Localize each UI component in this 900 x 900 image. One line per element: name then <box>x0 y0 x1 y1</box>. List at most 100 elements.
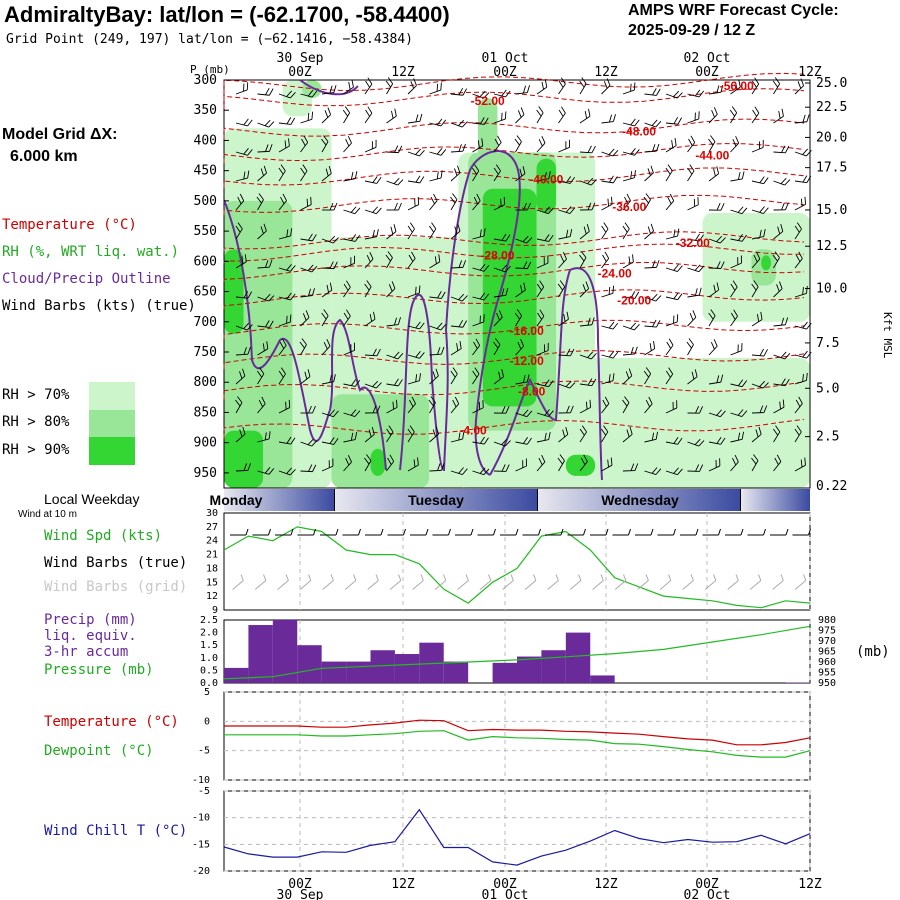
wind-barb-flag <box>282 193 287 201</box>
wind-barb-flag <box>677 468 683 476</box>
pressure-tick-label: 300 <box>194 73 217 88</box>
wind-barb <box>429 193 438 211</box>
wind-barb-shaft <box>558 286 566 298</box>
wind-barb-flag <box>307 369 311 377</box>
wind-barb-shaft <box>579 151 593 154</box>
wind-barb-flag <box>694 112 696 121</box>
wind-barb-flag <box>304 371 308 380</box>
wind-barb-flag <box>603 222 609 230</box>
wind-barb-flag <box>754 77 760 85</box>
wind-barb-flag <box>634 291 640 299</box>
surface-wind-barb-grid <box>772 574 784 590</box>
wind-barb-flag <box>364 457 370 465</box>
wind-barb-flag <box>354 342 356 351</box>
wind-barb-flag <box>626 193 631 201</box>
wind-barb <box>343 409 361 417</box>
wind-barb-shaft <box>343 315 351 327</box>
wind-barb-flag <box>630 148 636 155</box>
wind-barb <box>579 317 595 327</box>
wind-barb-flag <box>516 309 523 316</box>
wind-barb-flag <box>472 167 478 175</box>
wind-barb-flag <box>501 112 503 121</box>
wind-barb-flag <box>285 401 287 410</box>
wind-barb-flag <box>350 379 357 386</box>
wind-barb-flag <box>247 463 252 471</box>
wind-barb-flag <box>310 196 312 205</box>
wind-barb-flag <box>366 454 372 461</box>
wind-barb-flag <box>652 88 657 96</box>
wind-barb <box>665 400 678 414</box>
wind-barb-flag <box>580 457 586 465</box>
surface-wind-barb-grid <box>367 574 379 590</box>
wind-barb-shaft <box>536 412 549 417</box>
wind-barb-shaft <box>407 180 420 184</box>
wind-barb-flag <box>565 229 569 238</box>
wind-barb-flag <box>565 141 567 149</box>
wind-barb-shaft <box>364 236 377 240</box>
wind-barb-flag <box>602 399 607 407</box>
wind-barb-shaft <box>622 122 635 127</box>
surface-wind-barb-grid <box>749 574 762 590</box>
wind-barb-shaft <box>708 173 719 182</box>
wind-barb <box>300 233 317 242</box>
wind-barb-flag <box>263 223 267 232</box>
wind-barb-shaft <box>730 209 743 215</box>
wind-barb-flag <box>500 198 502 207</box>
surface-wind-barb-flag <box>358 528 361 536</box>
wind-barb-shaft <box>429 375 439 385</box>
wind-barb-flag <box>774 251 780 258</box>
wind-barb-flag <box>776 454 782 462</box>
wind-barb-flag <box>797 81 802 89</box>
wind-barb-flag <box>311 90 318 98</box>
pressure-tick-label: 450 <box>194 164 217 179</box>
wind-barb-flag <box>290 228 293 236</box>
wind-barb-flag <box>581 425 587 433</box>
wind-barb-shaft <box>450 93 463 96</box>
surface-wind-barb-flag <box>470 528 474 536</box>
pressure-tick-label: 950 <box>194 466 217 481</box>
wind-barb <box>257 431 271 443</box>
wind-barb-flag <box>716 235 723 243</box>
wind-barb-flag <box>496 313 500 321</box>
wind-barb-flag <box>558 80 564 88</box>
wind-barb-flag <box>278 167 284 175</box>
wind-barb-flag <box>417 457 419 466</box>
wind-barb <box>300 264 318 273</box>
wind-barb <box>450 87 468 96</box>
precip-bar <box>394 654 420 683</box>
wind-barb-shaft <box>450 470 463 475</box>
wind-barb-flag <box>778 110 781 119</box>
legend-rh90-swatch <box>89 437 135 465</box>
wind-barb-flag <box>566 311 569 320</box>
wind-barb-shaft <box>622 353 635 356</box>
wind-barb <box>493 338 501 356</box>
surface-wind-barb-flag <box>690 574 694 581</box>
wind-barb-flag <box>462 88 468 96</box>
wind-barb-flag <box>301 138 306 146</box>
surface-wind-barb-true <box>320 528 339 536</box>
wind-barb-flag <box>244 254 247 262</box>
wind-barb-shaft <box>364 112 373 124</box>
wind-barb-shaft <box>644 296 656 302</box>
wind-barb-shaft <box>493 93 506 98</box>
wind-barb <box>644 293 662 302</box>
wind-barb-flag <box>269 259 273 268</box>
wind-barb <box>257 396 266 414</box>
wind-barb-flag <box>350 344 352 352</box>
wind-barb-shaft <box>472 296 485 301</box>
wind-barb-flag <box>242 426 246 435</box>
wind-barb-flag <box>591 317 595 325</box>
wind-barb-shaft <box>364 383 377 389</box>
surface-wind-barb-flag <box>308 574 312 581</box>
precip-bar <box>785 682 810 683</box>
wind-barb-flag <box>397 379 403 387</box>
wind-barb <box>364 77 373 95</box>
wind-barb-flag <box>392 401 395 410</box>
wind-barb <box>429 291 446 299</box>
wind-barb <box>730 309 738 327</box>
wind-barb-shaft <box>515 238 527 244</box>
wind-barb-flag <box>503 196 506 205</box>
wind-barb-shaft <box>558 112 566 124</box>
surface-wind-barb-flag <box>533 574 537 581</box>
surface-wind-barb-shaft <box>344 580 357 590</box>
